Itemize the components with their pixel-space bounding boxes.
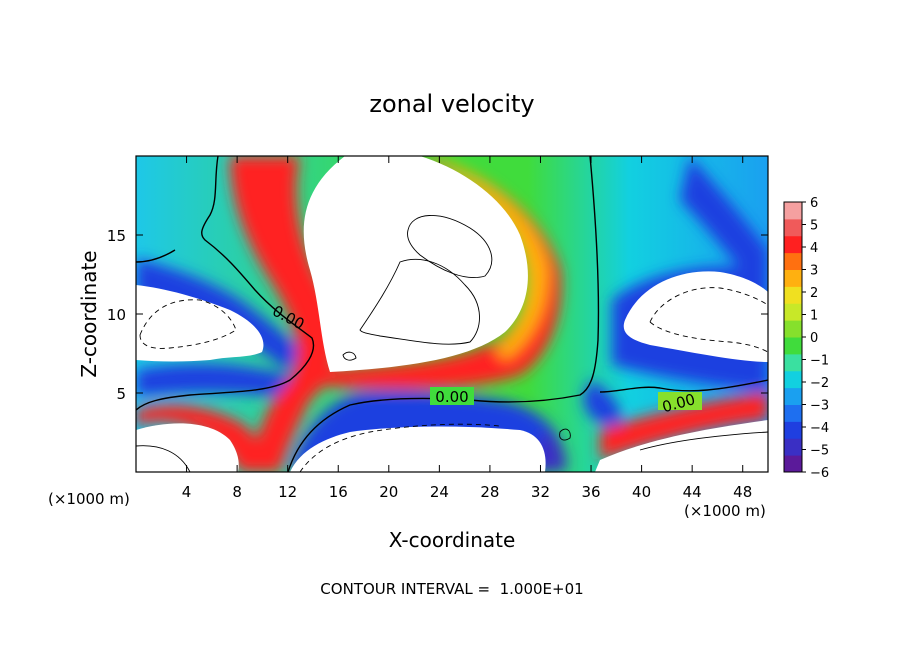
y-axis: 5 10 15 <box>107 227 768 403</box>
colorbar-swatch <box>784 438 802 456</box>
x-axis-label: X-coordinate <box>389 528 516 552</box>
colorbar-swatch <box>784 370 802 389</box>
x-tick-label: 20 <box>379 483 398 501</box>
colorbar-swatch <box>784 202 802 220</box>
colorbar-tick-label: 6 <box>810 196 818 211</box>
colorbar-swatch <box>784 337 802 355</box>
colorbar-swatch <box>784 404 802 422</box>
x-tick-label: 36 <box>581 483 600 501</box>
x-tick-label: 44 <box>683 483 702 501</box>
x-tick-label: 16 <box>329 483 348 501</box>
colorbar-swatch <box>784 269 802 287</box>
colorbar-swatch <box>784 303 802 321</box>
colorbar-swatch <box>784 252 802 270</box>
heatmap-field: 0.00 0.00 0.00 <box>136 156 768 472</box>
colorbar-tick-label: −6 <box>810 466 829 481</box>
colorbar-tick-label: −5 <box>810 444 829 459</box>
colorbar-tick-label: 1 <box>810 309 818 324</box>
colorbar-swatch <box>784 218 802 237</box>
y-tick-label: 10 <box>107 306 126 324</box>
colorbar-swatch <box>784 235 802 254</box>
y-axis-label: Z-coordinate <box>77 250 101 377</box>
contour-interval-note: CONTOUR INTERVAL = 1.000E+01 <box>320 580 583 598</box>
colorbar-tick-label: 4 <box>810 241 818 256</box>
contour-label-2: 0.00 <box>435 388 468 406</box>
colorbar-swatch <box>784 455 802 473</box>
colorbar-tick-label: 0 <box>810 331 818 346</box>
x-tick-label: 24 <box>430 483 449 501</box>
x-unit-right: (×1000 m) <box>684 502 766 520</box>
x-tick-label: 32 <box>531 483 550 501</box>
x-tick-label: 8 <box>232 483 242 501</box>
x-tick-label: 28 <box>480 483 499 501</box>
colorbar-tick-label: 3 <box>810 264 818 279</box>
x-tick-label: 12 <box>278 483 297 501</box>
x-axis: 4 8 12 16 20 24 28 32 36 40 44 48 <box>182 156 752 501</box>
colorbar-swatch <box>784 353 802 372</box>
colorbar-swatch <box>784 421 802 439</box>
colorbar-tick-label: −3 <box>810 399 829 414</box>
colorbar <box>783 201 803 473</box>
chart-title: zonal velocity <box>369 90 534 118</box>
colorbar-swatch <box>784 320 802 338</box>
x-tick-label: 40 <box>632 483 651 501</box>
x-tick-label: 48 <box>733 483 752 501</box>
colorbar-labels: 6 5 4 3 2 1 0 −1 −2 −3 −4 −5 −6 <box>802 196 829 481</box>
colorbar-tick-label: −2 <box>810 376 829 391</box>
y-tick-label: 5 <box>116 385 126 403</box>
colorbar-tick-label: 5 <box>810 219 818 234</box>
colorbar-tick-label: 2 <box>810 286 818 301</box>
y-tick-label: 15 <box>107 227 126 245</box>
colorbar-tick-label: −4 <box>810 421 829 436</box>
x-tick-label: 4 <box>182 483 192 501</box>
colorbar-swatch <box>784 286 802 304</box>
colorbar-swatch <box>784 387 802 405</box>
x-unit-left: (×1000 m) <box>48 490 130 508</box>
colorbar-tick-label: −1 <box>810 354 829 369</box>
